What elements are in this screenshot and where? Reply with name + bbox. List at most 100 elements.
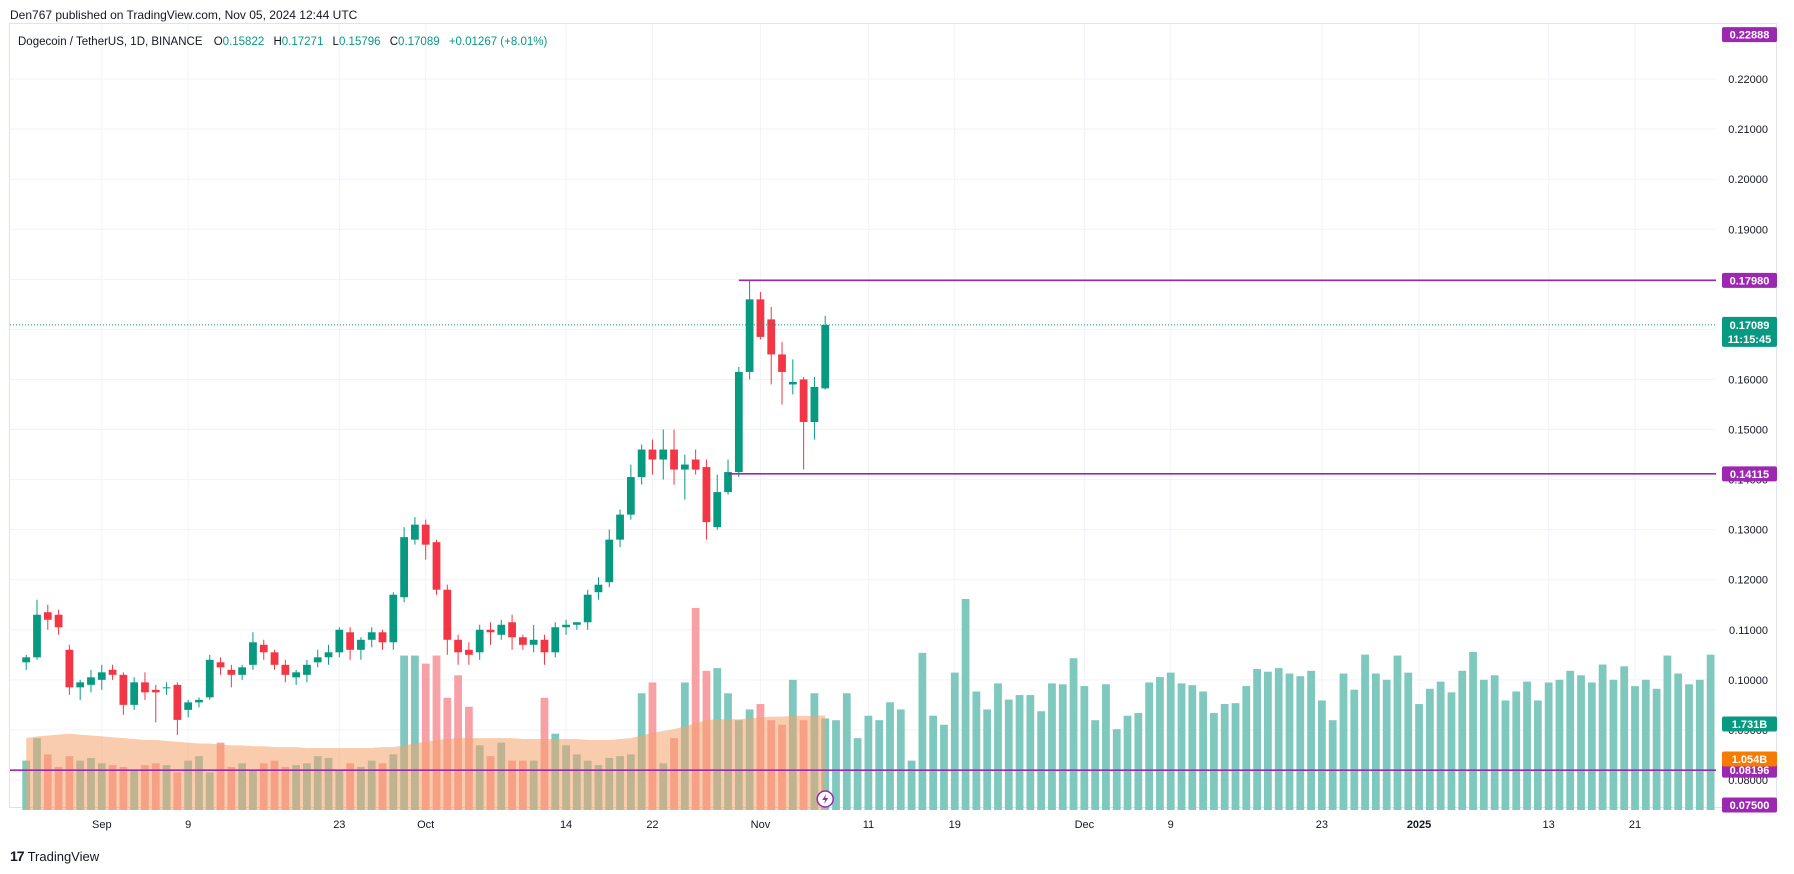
volume-bar (886, 702, 894, 810)
volume-bar (1188, 685, 1197, 810)
footer-brand: TradingView (27, 848, 100, 864)
volume-bar (896, 709, 905, 810)
volume-bar (1102, 684, 1110, 810)
volume-bar (1447, 692, 1456, 810)
candle (335, 627, 344, 658)
level-badge: 0.17980 (1722, 272, 1777, 288)
candle (616, 509, 624, 548)
volume-bar (421, 663, 430, 810)
volume-bar (1015, 695, 1024, 810)
x-tick-label: 21 (1629, 819, 1641, 831)
candle-body (367, 632, 376, 640)
volume-bar (1318, 700, 1326, 810)
volume-bar (1371, 673, 1380, 810)
y-tick-label: 0.11000 (1729, 625, 1768, 637)
candle (184, 699, 193, 718)
candle (594, 577, 603, 600)
volume-badge-label: 1.731B (1732, 719, 1768, 731)
time-axis: Sep 9 23 Oct 14 22 Nov 11 19 Dec 9 23 2025 13 21 (92, 819, 1641, 831)
candle-body (400, 537, 408, 598)
volume-bar (1123, 715, 1132, 810)
candle-body (432, 542, 441, 590)
candle (324, 644, 333, 665)
horizontal-levels (10, 279, 1716, 771)
volume-bar (864, 715, 873, 810)
candle (249, 632, 257, 670)
y-tick-label: 0.08000 (1728, 775, 1768, 787)
candle (691, 449, 700, 475)
candle (540, 634, 549, 665)
volume-bar (1631, 686, 1639, 810)
candle (454, 634, 462, 665)
y-tick-label: 0.19000 (1728, 224, 1768, 236)
candle-body (486, 629, 495, 633)
volume-bar (1058, 684, 1067, 810)
candle-body (270, 652, 279, 665)
volume-bar (1274, 668, 1283, 810)
volume-bar (411, 655, 419, 810)
candle-body (205, 659, 214, 698)
candle (680, 454, 689, 500)
bottom-badge: 0.07500 (1722, 797, 1777, 813)
candle-body (357, 639, 365, 650)
tradingview-footer[interactable]: 17 TradingView (10, 848, 99, 864)
candle (346, 627, 355, 660)
top-badge: 0.22888 (1722, 27, 1777, 43)
grid (10, 24, 1716, 810)
volume-bar (1264, 671, 1272, 810)
bottom-badge-label: 0.07500 (1730, 800, 1770, 812)
candle-body (378, 632, 387, 643)
candle (432, 539, 441, 595)
candle-body (76, 682, 85, 688)
x-tick-label: 14 (560, 819, 572, 831)
candle-body (130, 682, 139, 705)
candle (421, 519, 430, 560)
volume-bar (1663, 655, 1672, 810)
candle (162, 682, 171, 695)
candle (259, 639, 268, 660)
candle-body (562, 624, 570, 628)
candle (76, 679, 85, 700)
candle-body (680, 464, 689, 470)
candle-body (713, 492, 722, 528)
volume-bar (1393, 655, 1402, 810)
candle-body (54, 614, 63, 628)
candle (205, 654, 214, 700)
candle-body (324, 652, 333, 658)
candle-body (303, 664, 311, 675)
volume-bar (1285, 673, 1294, 810)
volume-ma-area (26, 715, 826, 810)
volume-bar (1512, 691, 1521, 810)
candle (724, 459, 732, 495)
volume-bar (1134, 713, 1143, 810)
candle (648, 439, 657, 475)
candle (734, 366, 743, 478)
candle (767, 306, 776, 385)
candle-body (778, 354, 786, 372)
candle-body (648, 449, 657, 460)
volume-bar (1231, 703, 1240, 810)
candle (637, 444, 646, 485)
candle (465, 642, 473, 665)
candle-body (821, 324, 830, 389)
volume-bar (1199, 691, 1208, 810)
candle-body (605, 539, 614, 583)
candle-body (637, 449, 646, 478)
volume-bar (1501, 700, 1510, 810)
candle-body (626, 477, 635, 515)
last-price-badge-bg (1722, 316, 1777, 347)
volume-bar (1253, 669, 1261, 810)
candle-body (33, 614, 41, 658)
candle-body (87, 677, 95, 685)
volume-bar (1242, 686, 1251, 810)
candle (443, 584, 452, 655)
lightning-icon-bolt (822, 794, 829, 804)
x-tick-label: 19 (949, 819, 961, 831)
volume-bar (1296, 676, 1305, 810)
volume-bar (1069, 658, 1078, 810)
symbol-legend: Dogecoin / TetherUS, 1D, BINANCE O0.1582… (18, 36, 553, 48)
symbol-title[interactable]: Dogecoin / TetherUS, 1D, BINANCE (18, 36, 203, 48)
candle-body (216, 662, 225, 668)
x-tick-label: Oct (417, 819, 434, 831)
